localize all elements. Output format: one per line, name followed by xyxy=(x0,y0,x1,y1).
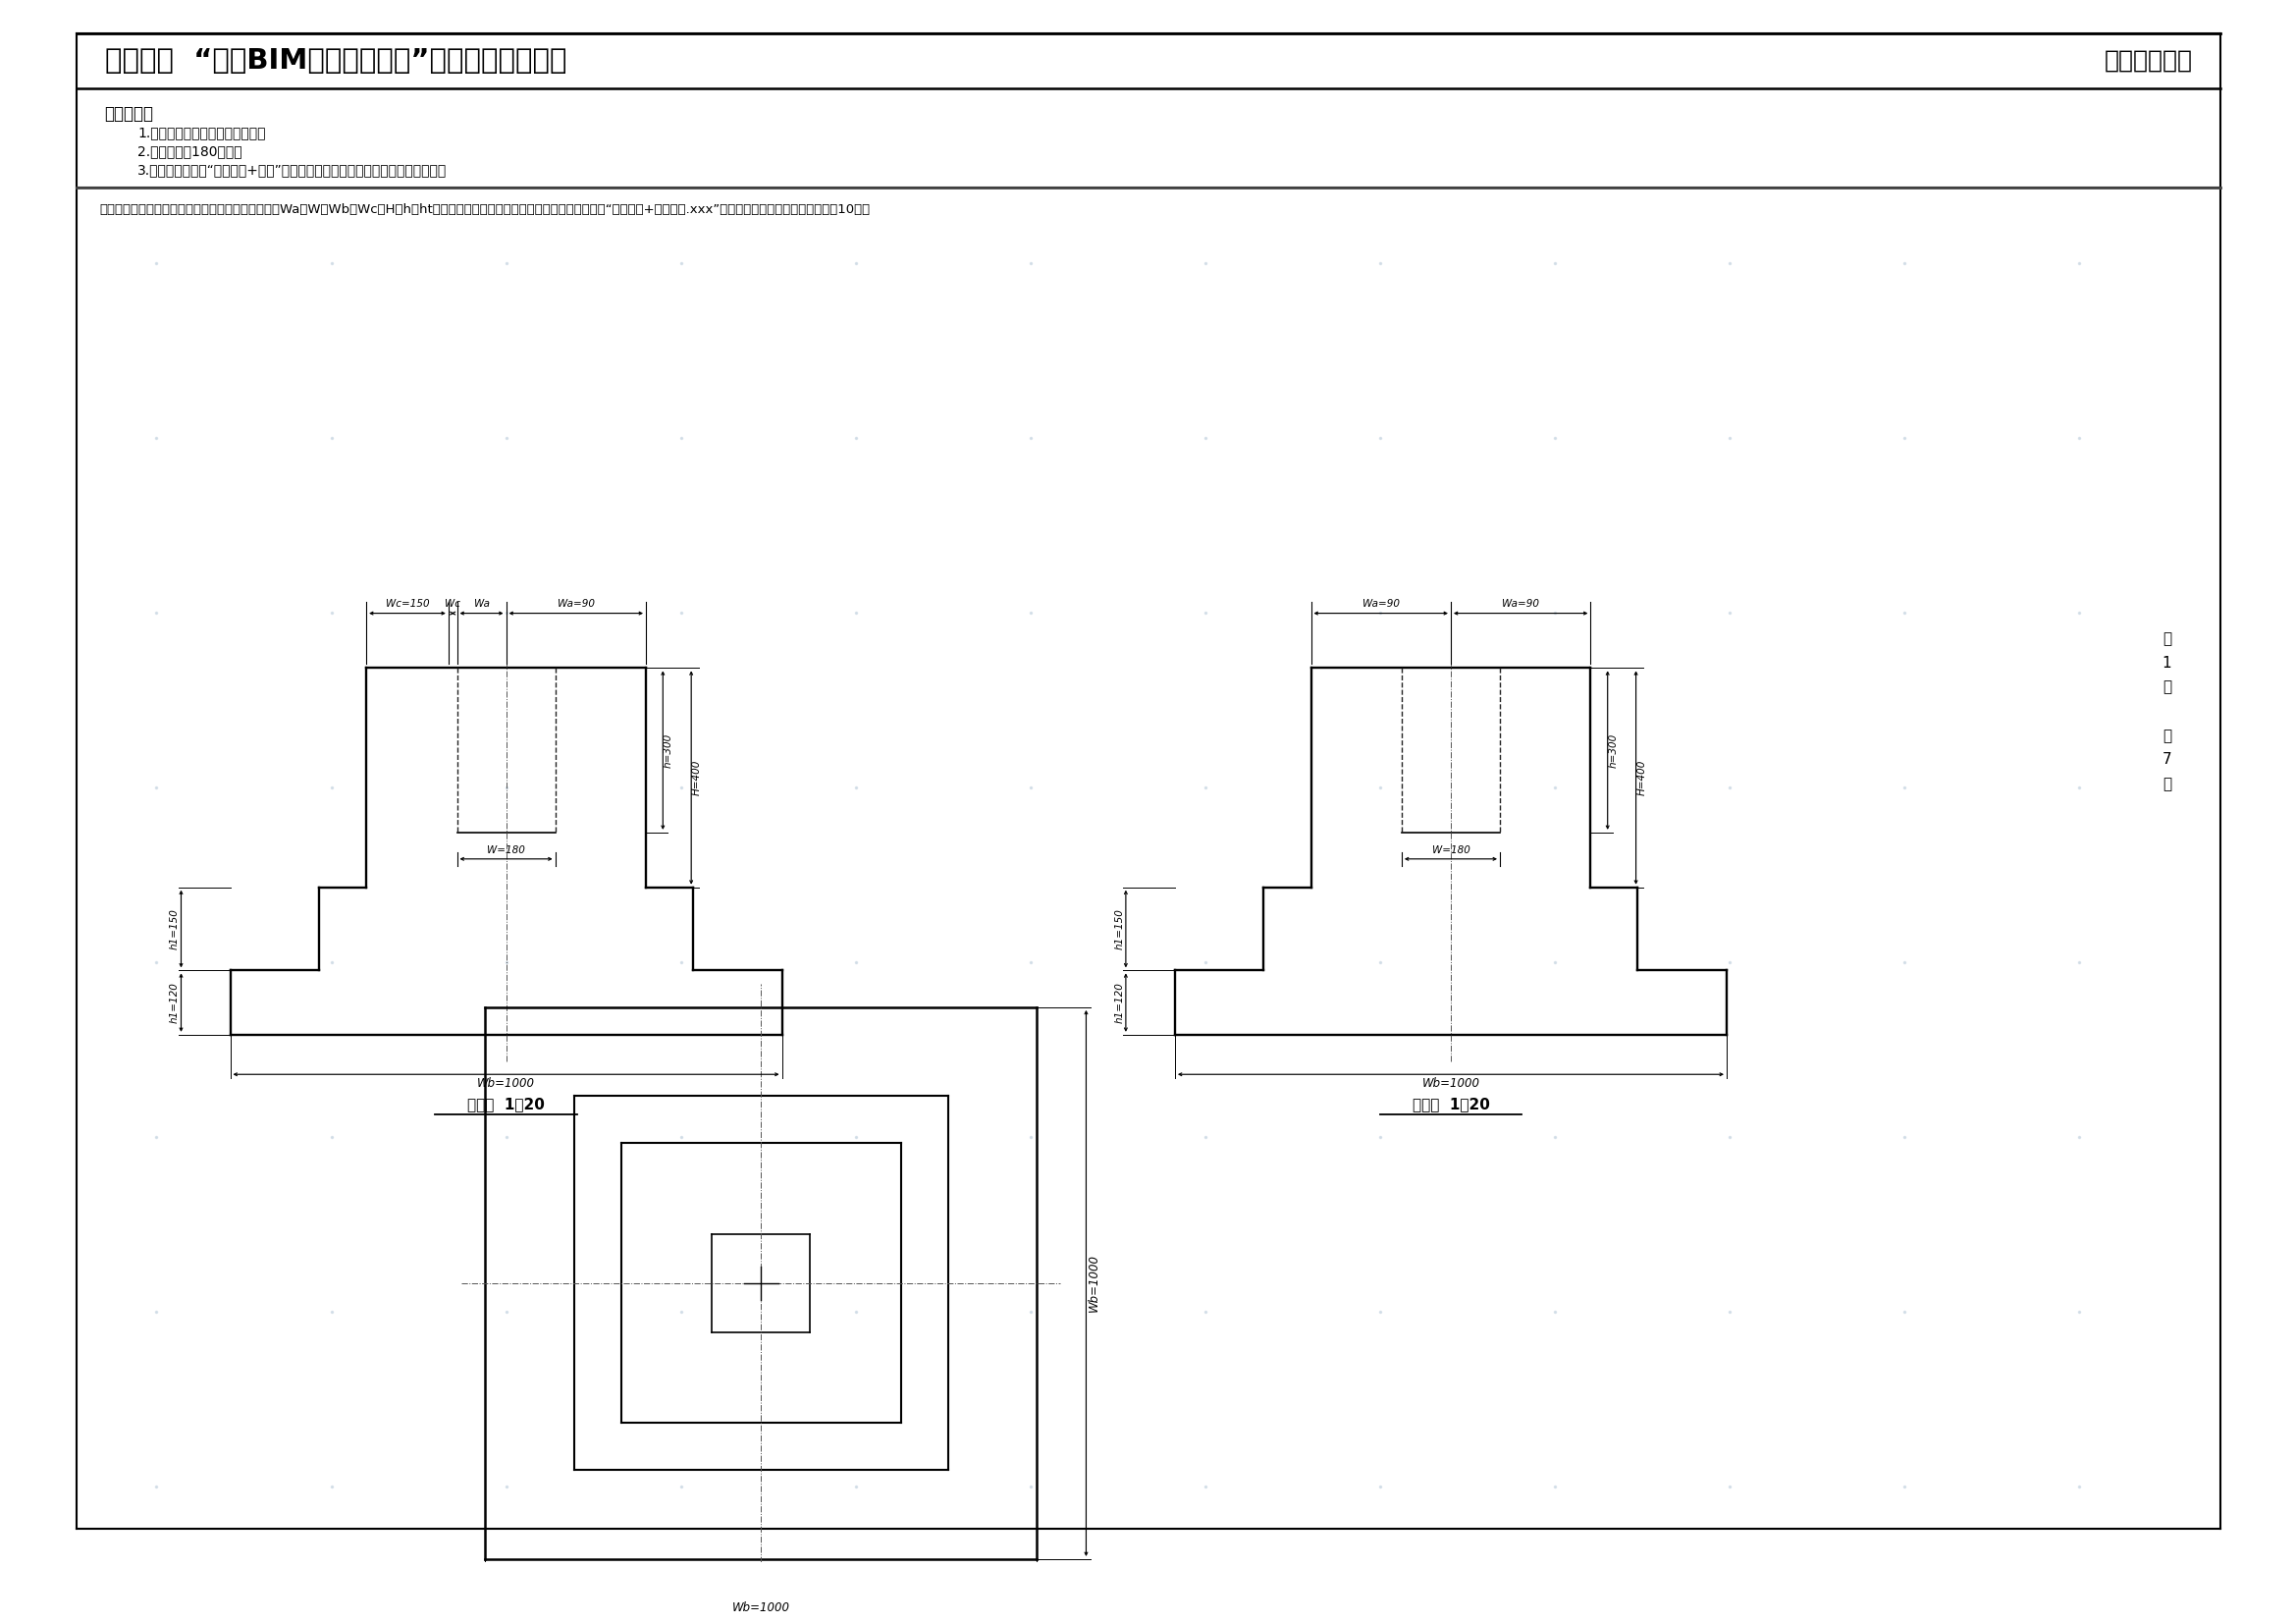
Text: h1=150: h1=150 xyxy=(170,909,179,949)
Text: 主视图  1：20: 主视图 1：20 xyxy=(468,1097,544,1112)
Text: 左视图  1：20: 左视图 1：20 xyxy=(1412,1097,1490,1112)
Text: 3.新建文件夹，以“准考证号+姓名”命名，用于存放本次考试中生成的全部文件。: 3.新建文件夹，以“准考证号+姓名”命名，用于存放本次考试中生成的全部文件。 xyxy=(138,164,448,177)
Text: 考试要求：: 考试要求： xyxy=(106,105,154,123)
Text: h=300: h=300 xyxy=(1609,734,1619,768)
Text: h1=120: h1=120 xyxy=(170,982,179,1022)
Text: Wc: Wc xyxy=(445,599,461,609)
Text: W=180: W=180 xyxy=(1433,846,1469,855)
Text: 2.考试时间：180分钟；: 2.考试时间：180分钟； xyxy=(138,144,243,159)
Text: h1=120: h1=120 xyxy=(1114,982,1125,1022)
Text: 1.考试方式：计算机操作，闭卷；: 1.考试方式：计算机操作，闭卷； xyxy=(138,125,266,140)
Text: 第十八期  “全国BIM技能等级考试”二级（结构）试题: 第十八期 “全国BIM技能等级考试”二级（结构）试题 xyxy=(106,47,567,75)
Text: H=400: H=400 xyxy=(1637,760,1646,795)
Text: Wa=90: Wa=90 xyxy=(1362,599,1401,609)
Text: 一、请根据下图创建阶形高杯独立基础参数化模板，Wa、W、Wb、Wc、H、h、ht需设置为参数，未标明尺寸不作要求。请将模型以“独立基础+考生姓名.xxx”为文件: 一、请根据下图创建阶形高杯独立基础参数化模板，Wa、W、Wb、Wc、H、h、ht… xyxy=(99,203,870,216)
Text: 第
1
页

共
7
页: 第 1 页 共 7 页 xyxy=(2163,631,2172,792)
Text: h1=150: h1=150 xyxy=(1114,909,1125,949)
Text: Wa: Wa xyxy=(473,599,489,609)
Text: Wc=150: Wc=150 xyxy=(386,599,429,609)
Text: h=300: h=300 xyxy=(664,734,673,768)
Text: Wb=1000: Wb=1000 xyxy=(478,1078,535,1091)
Text: Wa=90: Wa=90 xyxy=(1502,599,1538,609)
Text: 中国图学学会: 中国图学学会 xyxy=(2103,49,2193,73)
Text: Wb=1000: Wb=1000 xyxy=(1421,1078,1479,1091)
Text: H=400: H=400 xyxy=(691,760,703,795)
Text: Wb=1000: Wb=1000 xyxy=(1088,1255,1100,1311)
Text: W=180: W=180 xyxy=(487,846,526,855)
Text: Wb=1000: Wb=1000 xyxy=(732,1602,790,1615)
Text: Wa=90: Wa=90 xyxy=(558,599,595,609)
